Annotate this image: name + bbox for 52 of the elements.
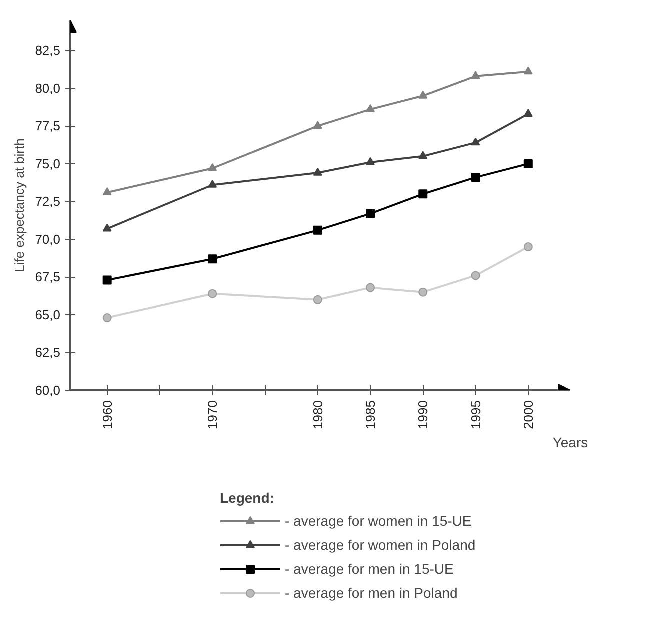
- y-tick-label: 65,0: [35, 307, 61, 322]
- legend-title: Legend:: [220, 490, 276, 506]
- point: [313, 226, 322, 235]
- x-tick-label: 1960: [100, 400, 115, 430]
- point: [102, 188, 112, 196]
- point: [102, 224, 112, 232]
- point: [418, 288, 428, 297]
- y-tick-label: 62,5: [35, 345, 61, 360]
- point: [366, 209, 375, 218]
- point: [471, 173, 480, 182]
- y-tick-label: 67,5: [35, 270, 61, 285]
- point: [208, 254, 218, 264]
- point: [208, 289, 218, 298]
- point: [471, 138, 480, 146]
- y-tick-label: 70,0: [35, 232, 61, 247]
- y-tick-label: 82,5: [35, 43, 61, 58]
- point: [524, 242, 533, 252]
- x-tick-label: 1990: [416, 400, 431, 430]
- y-axis-title: Life expectancy at birth: [12, 138, 28, 272]
- x-tick-label: 1985: [363, 400, 378, 430]
- point: [366, 104, 375, 112]
- point: [102, 314, 112, 322]
- point: [366, 283, 375, 292]
- x-axis-title: Years: [552, 434, 588, 450]
- point: [313, 121, 322, 130]
- point: [418, 190, 428, 199]
- point: [471, 71, 480, 80]
- point: [524, 159, 533, 168]
- y-tick-label: 80,0: [35, 80, 61, 96]
- x-tick-label: 1995: [468, 400, 484, 430]
- legend-label: - average for women in 15-UE: [285, 513, 472, 529]
- point: [313, 168, 322, 176]
- legend-label: - average for men in Poland: [285, 585, 458, 601]
- x-tick-label: 1970: [205, 400, 220, 430]
- point: [418, 90, 428, 99]
- y-tick-label: 72,5: [35, 194, 61, 210]
- y-tick-label: 75,0: [35, 156, 61, 172]
- point: [366, 157, 375, 166]
- x-tick-label: 1980: [310, 400, 326, 430]
- y-tick-label: 77,5: [35, 118, 61, 134]
- point: [418, 151, 428, 160]
- legend-label: - average for men in 15-UE: [285, 561, 454, 577]
- x-tick-label: 2000: [520, 400, 536, 430]
- point: [524, 109, 533, 117]
- point: [208, 163, 218, 172]
- point: [471, 271, 480, 280]
- y-tick-label: 60,0: [35, 383, 61, 398]
- point: [524, 66, 533, 75]
- point: [102, 276, 112, 285]
- point: [208, 180, 218, 188]
- legend-label: - average for women in Poland: [285, 537, 476, 553]
- point: [313, 295, 322, 304]
